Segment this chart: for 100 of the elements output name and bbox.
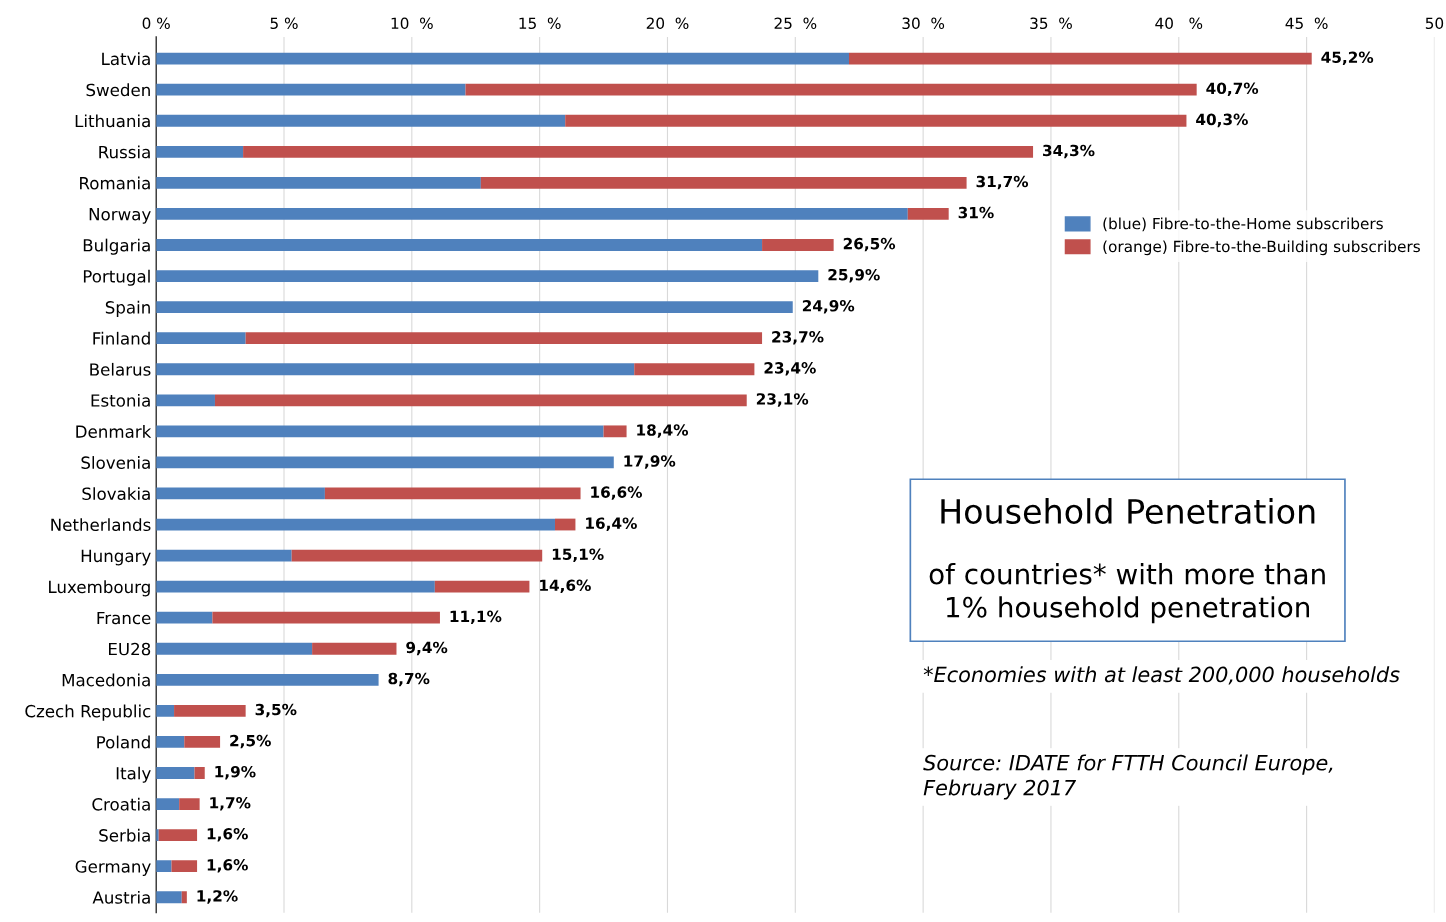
y-tick-label: Estonia — [91, 393, 150, 407]
total-label: 18,4% — [637, 424, 689, 438]
y-tick-label: Finland — [93, 331, 150, 345]
bar — [156, 704, 175, 717]
bar — [554, 518, 576, 531]
bar — [603, 425, 627, 438]
x-tick-label: 5 % — [270, 17, 298, 30]
y-tick-label: Portugal — [83, 269, 150, 286]
total-label: 26,5% — [843, 237, 896, 252]
y-tick-label: Germany — [75, 860, 151, 876]
bar — [156, 891, 182, 904]
total-label: 1,6% — [207, 828, 248, 842]
bar — [156, 487, 325, 500]
bar — [480, 176, 967, 189]
x-tick-label: 30 % — [902, 17, 945, 30]
y-tick-label: Bulgaria — [83, 238, 150, 255]
bar — [565, 114, 1187, 127]
bar — [156, 394, 215, 407]
bar — [156, 456, 614, 469]
bar — [214, 394, 747, 407]
total-label: 1,7% — [210, 796, 251, 811]
bar — [156, 425, 604, 438]
bar — [156, 611, 213, 624]
bar — [156, 767, 195, 779]
total-label: 23,1% — [756, 393, 809, 407]
y-tick-label: Croatia — [92, 797, 150, 811]
y-tick-label: Serbia — [99, 828, 150, 842]
total-label: 1,2% — [197, 890, 238, 904]
text: Household Penetration — [941, 498, 1315, 524]
y-tick-label: Hungary — [81, 549, 151, 566]
bar — [465, 83, 1197, 96]
bar — [156, 673, 379, 686]
bar — [194, 767, 205, 779]
bar — [184, 736, 221, 748]
y-tick-label: Latvia — [102, 52, 150, 66]
bar — [156, 83, 466, 96]
bar — [156, 580, 435, 593]
x-tick-label: 10 % — [391, 17, 433, 30]
bar — [245, 332, 763, 345]
bar — [156, 363, 635, 376]
total-label: 1,6% — [207, 859, 248, 873]
y-tick-label: Italy — [116, 766, 151, 783]
bar — [243, 145, 1034, 158]
y-tick-label: Slovakia — [82, 487, 150, 501]
y-tick-label: France — [97, 611, 151, 625]
annotation: Source: IDATE for FTTH Council Europe, February 2017 — [923, 754, 1333, 800]
x-tick-label: 35 % — [1030, 17, 1072, 30]
total-label: 40,7% — [1206, 82, 1259, 97]
y-tick-label: Sweden — [86, 83, 150, 97]
annotation: *Economies with at least 200,000 households — [923, 666, 1400, 685]
y-tick-label: Russia — [99, 145, 150, 159]
y-tick-label: Norway — [89, 208, 151, 224]
bar — [156, 239, 763, 251]
bar — [179, 798, 200, 810]
total-label: 40,3% — [1196, 113, 1248, 128]
bar — [762, 239, 834, 251]
bar — [848, 52, 1312, 65]
bar — [907, 208, 949, 220]
total-label: 14,6% — [540, 579, 591, 594]
bar — [156, 145, 244, 158]
bar — [156, 270, 819, 282]
total-label: 9,4% — [406, 641, 448, 656]
total-label: 23,4% — [764, 362, 816, 376]
y-tick-label: Romania — [80, 176, 150, 190]
bar — [156, 176, 481, 189]
bar — [212, 611, 440, 624]
total-label: 31% — [958, 206, 994, 219]
y-tick-label: Luxembourg — [49, 580, 150, 597]
y-tick-label: Spain — [105, 300, 150, 317]
bar — [156, 518, 555, 531]
x-tick-label: 45 % — [1285, 17, 1328, 30]
total-label: 16,4% — [586, 517, 637, 531]
bar — [158, 829, 198, 842]
total-label: 24,9% — [802, 299, 855, 314]
bar — [312, 642, 397, 655]
total-label: 11,1% — [450, 610, 502, 625]
y-tick-label: Austria — [92, 890, 150, 904]
legend-label: (orange) Fibre-to-the-Building subscribers — [1103, 240, 1420, 256]
y-tick-label: Czech Republic — [25, 704, 151, 721]
total-label: 17,9% — [624, 455, 676, 469]
x-tick-label: 40 % — [1155, 17, 1203, 30]
total-label: 8,7% — [388, 672, 430, 687]
total-label: 2,5% — [230, 734, 271, 749]
text: of countries* with more than 1% household penetration — [929, 563, 1325, 624]
total-label: 3,5% — [255, 703, 297, 718]
bar — [156, 798, 180, 810]
bar — [171, 860, 198, 873]
bar — [156, 642, 313, 655]
total-label: 25,9% — [828, 268, 880, 283]
bar — [181, 891, 187, 904]
bar — [156, 332, 246, 345]
bar — [434, 580, 530, 593]
bar — [156, 549, 292, 562]
total-label: 31,7% — [976, 175, 1029, 190]
bar — [156, 52, 849, 65]
total-label: 16,6% — [591, 486, 643, 500]
bar — [174, 704, 246, 717]
x-tick-label: 20 % — [646, 17, 689, 30]
total-label: 23,7% — [772, 331, 824, 345]
y-tick-label: Netherlands — [51, 518, 151, 532]
